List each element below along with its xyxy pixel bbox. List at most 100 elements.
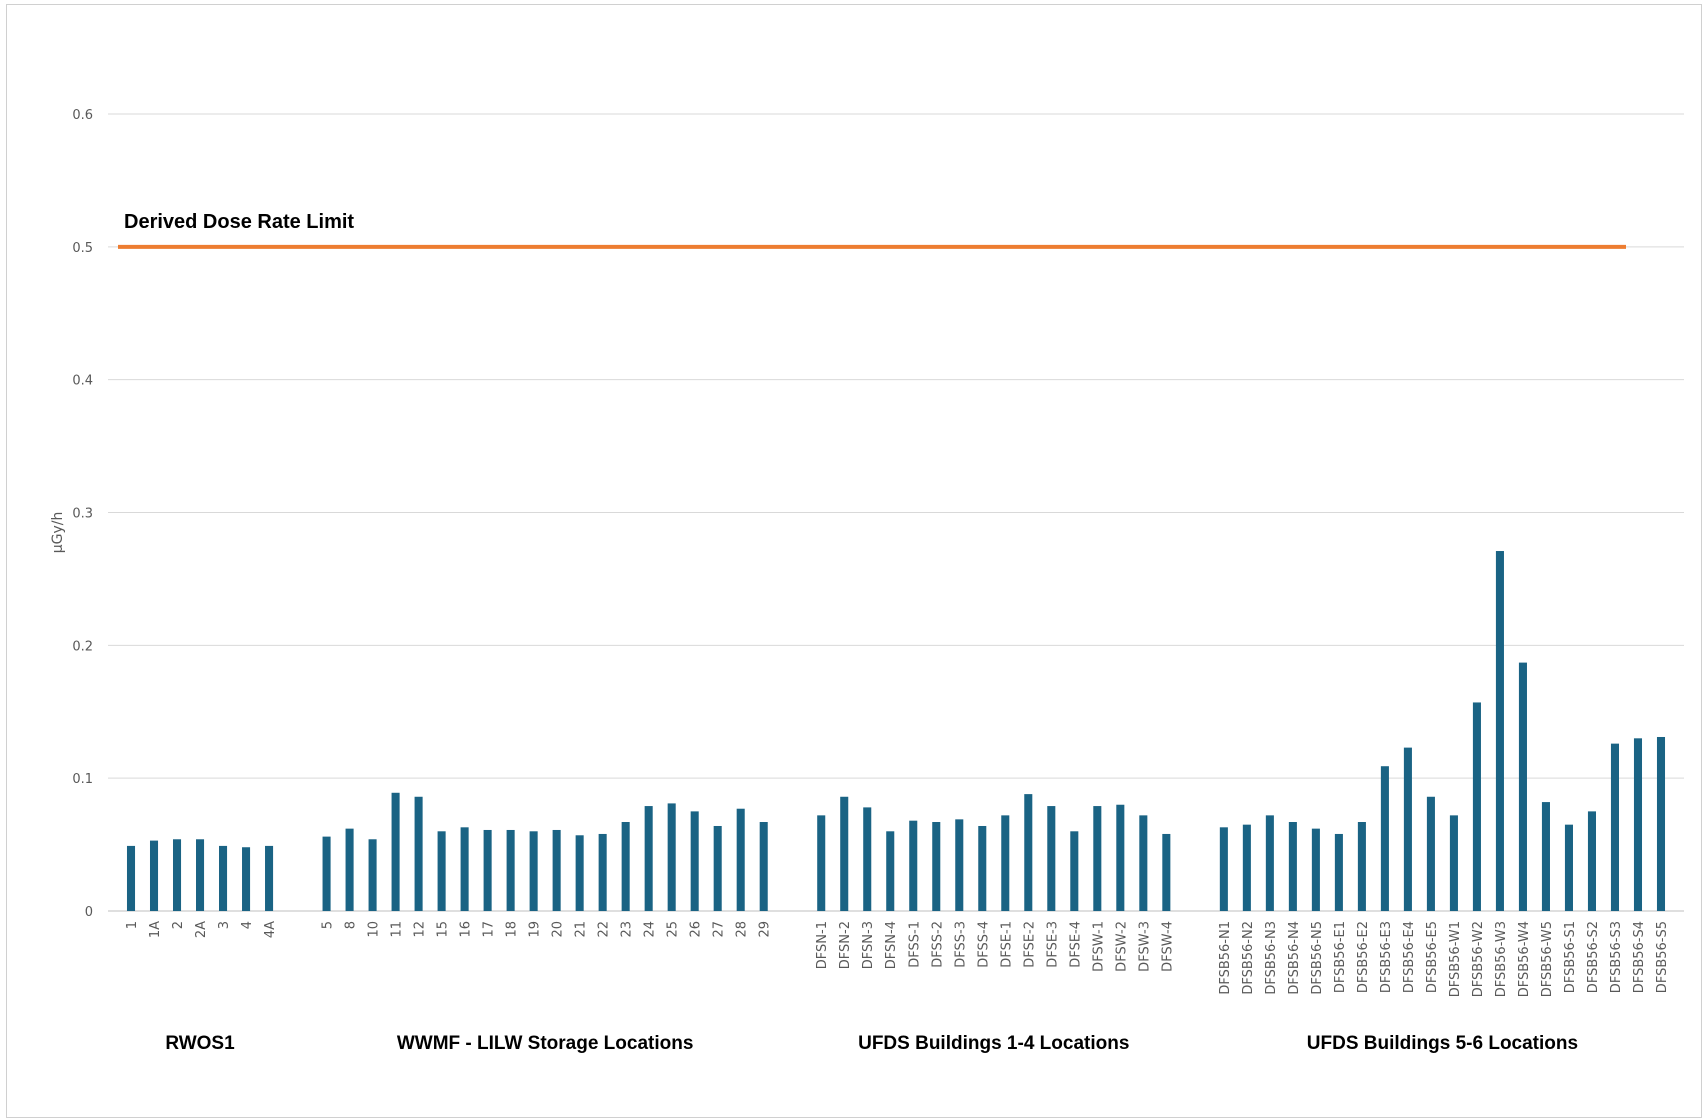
x-tick-label: DFSB56-W1 bbox=[1448, 921, 1463, 997]
group-label: UFDS Buildings 1-4 Locations bbox=[858, 1033, 1129, 1054]
x-tick-label: DFSB56-W5 bbox=[1540, 921, 1555, 997]
bar bbox=[149, 840, 159, 911]
x-tick-label: 17 bbox=[482, 921, 497, 938]
bar bbox=[978, 825, 987, 911]
x-tick-label: DFSB56-E3 bbox=[1379, 921, 1394, 993]
bar bbox=[1633, 738, 1643, 911]
x-tick-label: DFSB56-S5 bbox=[1655, 921, 1670, 993]
x-tick-label: 4A bbox=[263, 921, 278, 938]
x-tick-label: 15 bbox=[436, 921, 451, 938]
bar bbox=[1334, 833, 1343, 911]
bar bbox=[1070, 831, 1079, 911]
x-tick-label: 1A bbox=[148, 921, 163, 938]
bar bbox=[1403, 747, 1412, 911]
bar bbox=[1139, 815, 1148, 911]
x-tick-label: 27 bbox=[712, 921, 727, 938]
bar bbox=[391, 792, 400, 911]
bar bbox=[265, 845, 274, 911]
limit-line-label: Derived Dose Rate Limit bbox=[124, 211, 354, 233]
bar bbox=[1541, 802, 1550, 911]
x-tick-label: DFSW-4 bbox=[1160, 921, 1175, 972]
bar bbox=[598, 833, 607, 911]
x-tick-label: DFSS-3 bbox=[953, 921, 968, 968]
bar bbox=[644, 806, 653, 911]
bar bbox=[817, 815, 826, 911]
x-tick-label: DFSS-1 bbox=[907, 921, 922, 968]
x-tick-label: DFSB56-N4 bbox=[1287, 921, 1302, 995]
x-tick-label: DFSB56-N3 bbox=[1264, 921, 1279, 995]
chart-frame bbox=[6, 4, 1702, 1118]
x-tick-label: DFSS-4 bbox=[976, 921, 991, 968]
x-tick-label: 11 bbox=[390, 921, 405, 938]
x-tick-label: 5 bbox=[321, 921, 336, 929]
x-tick-label: DFSW-1 bbox=[1091, 921, 1106, 972]
bar bbox=[126, 845, 136, 911]
x-tick-label: DFSW-3 bbox=[1137, 921, 1152, 972]
x-tick-label: 28 bbox=[735, 921, 750, 938]
bar bbox=[1093, 806, 1102, 911]
x-tick-label: DFSB56-E1 bbox=[1333, 921, 1348, 993]
x-tick-label: DFSB56-W4 bbox=[1517, 921, 1532, 997]
bar bbox=[955, 819, 964, 911]
x-tick-label: 25 bbox=[666, 921, 681, 938]
bar bbox=[575, 835, 584, 911]
x-tick-label: DFSB56-W3 bbox=[1494, 921, 1509, 997]
bar bbox=[506, 829, 515, 911]
group-label: WWMF - LILW Storage Locations bbox=[397, 1033, 694, 1054]
x-tick-label: 18 bbox=[505, 921, 520, 938]
bar bbox=[667, 803, 676, 911]
bar bbox=[1162, 833, 1171, 911]
y-tick-label: 0 bbox=[85, 905, 93, 920]
x-tick-label: 20 bbox=[551, 921, 566, 938]
y-tick-label: 0.1 bbox=[72, 772, 93, 787]
bar bbox=[1265, 815, 1274, 911]
bar bbox=[345, 828, 354, 911]
x-tick-label: DFSB56-S3 bbox=[1609, 921, 1624, 993]
x-tick-label: DFSB56-W2 bbox=[1471, 921, 1486, 997]
x-tick-label: 4 bbox=[240, 921, 255, 929]
x-tick-label: DFSE-3 bbox=[1045, 921, 1060, 968]
x-tick-label: 24 bbox=[643, 921, 658, 938]
bar bbox=[1656, 736, 1666, 911]
x-tick-label: 8 bbox=[344, 921, 359, 929]
x-tick-label: 2A bbox=[194, 921, 209, 938]
x-tick-label: DFSN-1 bbox=[815, 921, 830, 969]
x-tick-label: DFSB56-N1 bbox=[1218, 921, 1233, 995]
x-tick-label: DFSB56-N2 bbox=[1241, 921, 1256, 995]
x-tick-label: DFSS-2 bbox=[930, 921, 945, 968]
x-tick-label: DFSN-2 bbox=[838, 921, 853, 969]
bar bbox=[1610, 743, 1620, 911]
y-tick-label: 0.2 bbox=[72, 639, 93, 654]
x-tick-label: 19 bbox=[528, 921, 543, 938]
bar bbox=[621, 822, 630, 911]
bar bbox=[219, 845, 228, 911]
x-tick-label: DFSB56-S4 bbox=[1632, 921, 1647, 993]
bar bbox=[909, 820, 918, 911]
bar bbox=[1357, 822, 1366, 911]
bar bbox=[1495, 551, 1504, 911]
x-tick-label: 10 bbox=[367, 921, 382, 938]
bar bbox=[1024, 794, 1033, 911]
bar bbox=[863, 807, 872, 911]
bar bbox=[1380, 766, 1389, 911]
bar bbox=[932, 822, 941, 911]
bar bbox=[1311, 828, 1320, 911]
x-tick-label: DFSB56-S2 bbox=[1586, 921, 1601, 993]
bar bbox=[1472, 702, 1481, 911]
bar bbox=[736, 808, 745, 911]
bar bbox=[483, 829, 492, 911]
bar bbox=[840, 796, 849, 911]
bar bbox=[414, 796, 423, 911]
x-tick-label: 23 bbox=[620, 921, 635, 938]
x-tick-label: DFSW-2 bbox=[1114, 921, 1129, 972]
x-tick-label: DFSB56-N5 bbox=[1310, 921, 1325, 995]
bar bbox=[322, 836, 331, 911]
x-tick-label: 12 bbox=[413, 921, 428, 938]
group-label: RWOS1 bbox=[165, 1033, 235, 1054]
bar bbox=[368, 839, 377, 911]
bar bbox=[1564, 824, 1573, 911]
y-tick-label: 0.5 bbox=[72, 241, 93, 256]
bar bbox=[1116, 804, 1125, 911]
y-tick-label: 0.6 bbox=[72, 108, 93, 123]
